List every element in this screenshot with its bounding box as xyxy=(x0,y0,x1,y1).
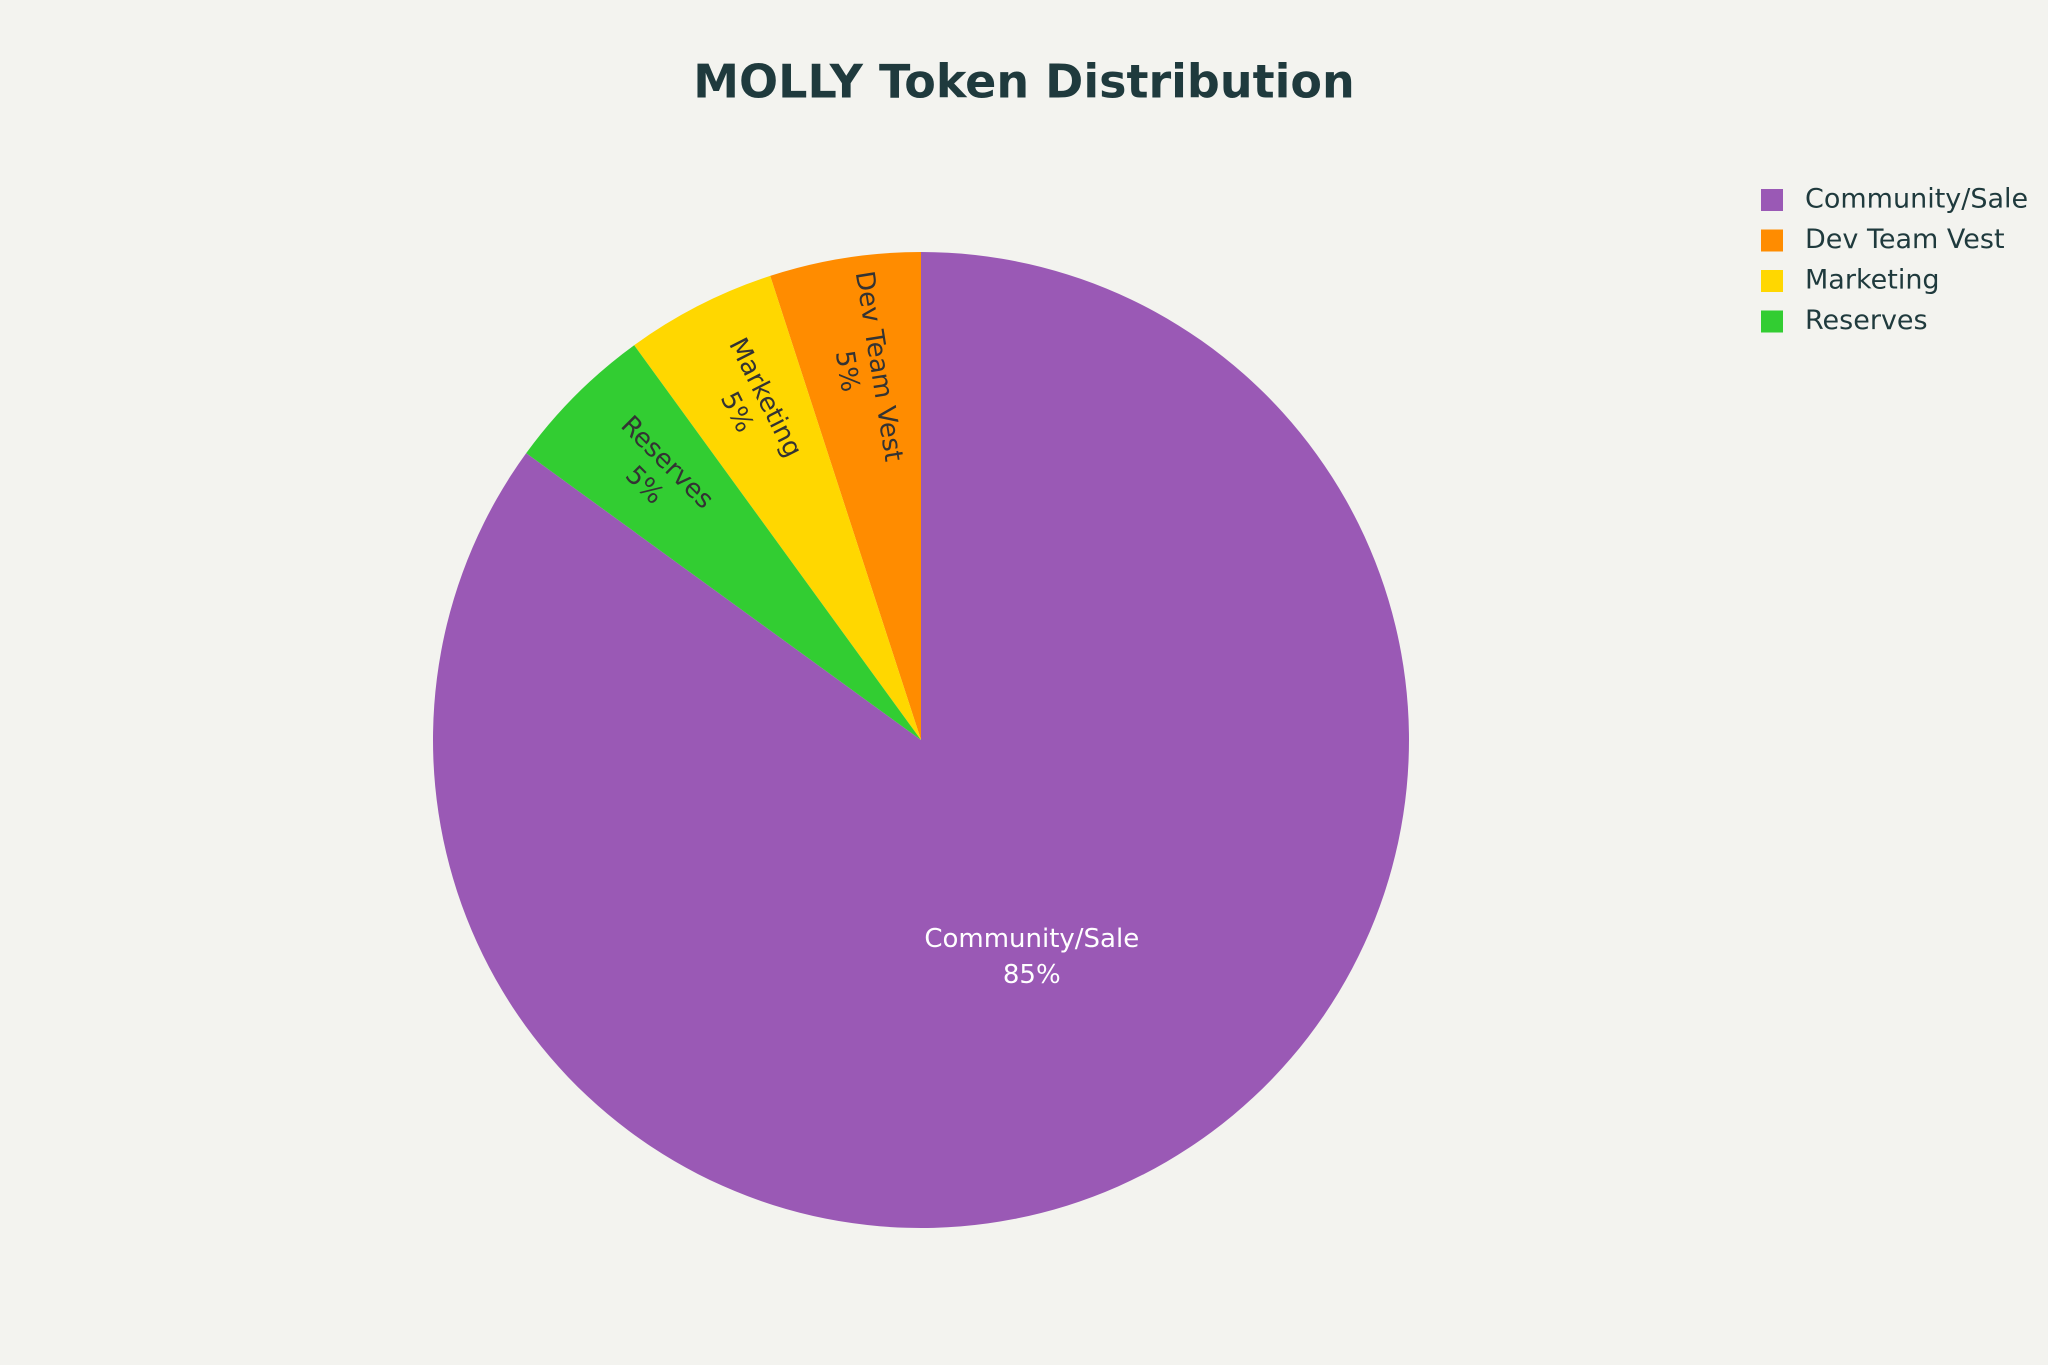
pie-slice xyxy=(432,252,1409,1228)
pie-slice xyxy=(634,275,921,740)
slice-label: Community/Sale xyxy=(924,924,1139,954)
legend-swatch xyxy=(1761,189,1783,211)
slice-value: 85% xyxy=(1003,960,1061,990)
legend-label: Reserves xyxy=(1805,305,1928,336)
legend-label: Dev Team Vest xyxy=(1805,224,2005,255)
legend-swatch xyxy=(1761,229,1783,252)
legend-swatch xyxy=(1761,270,1783,292)
legend-label: Marketing xyxy=(1805,265,1940,296)
slice-value: 5% xyxy=(829,349,865,394)
chart-title: MOLLY Token Distribution xyxy=(693,55,1354,109)
pie-slice xyxy=(526,345,921,740)
legend-swatch xyxy=(1761,310,1783,333)
legend-label: Community/Sale xyxy=(1805,184,2028,215)
pie-slice xyxy=(770,252,921,740)
